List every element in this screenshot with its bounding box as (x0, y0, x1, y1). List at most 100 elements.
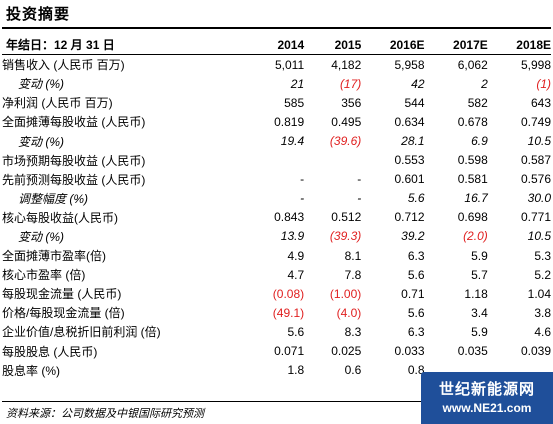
value-cell: 5.7 (471, 267, 488, 282)
table-row-change: 变动 (%) 13.9 (39.3) 39.2 (2.0) 10.5 (2, 227, 551, 246)
table-row: 全面摊薄每股收益 (人民币) 0.819 0.495 0.634 0.678 0.749 (2, 112, 551, 131)
value-cell: 0.71 (401, 286, 425, 301)
value-cell: 544 (404, 95, 425, 110)
row-label: 每股股息 (人民币) (2, 344, 98, 359)
table-body: 销售收入 (人民币 百万) 5,011 4,182 5,958 6,062 5,998 变动… (2, 55, 551, 380)
value-cell: 39.2 (401, 229, 425, 244)
row-label: 企业价值/息税折旧前利润 (倍) (2, 325, 161, 340)
watermark-logo: 世纪新能源网 www.NE21.com (421, 372, 553, 424)
year-header: 2014 (277, 37, 305, 52)
value-cell: 42 (411, 76, 425, 91)
value-cell: 4.6 (534, 324, 551, 339)
table-row: 每股股息 (人民币) 0.071 0.025 0.033 0.035 0.039 (2, 342, 551, 361)
value-cell: 8.1 (344, 248, 362, 263)
table-row: 企业价值/息税折旧前利润 (倍) 5.6 8.3 6.3 5.9 4.6 (2, 322, 551, 341)
table-row: 核心市盈率 (倍) 4.7 7.8 5.6 5.7 5.2 (2, 265, 551, 284)
table-row: 先前预测每股收益 (人民币) - - 0.601 0.581 0.576 (2, 170, 551, 189)
value-cell: 5.3 (534, 248, 551, 263)
value-cell: 0.634 (394, 114, 425, 129)
table-row-change: 变动 (%) 19.4 (39.6) 28.1 6.9 10.5 (2, 131, 551, 150)
watermark-title: 世纪新能源网 (438, 380, 535, 398)
row-label: 销售收入 (人民币 百万) (2, 58, 125, 73)
source-note: 资料来源：公司数据及中银国际研究预测 (6, 407, 204, 420)
value-cell: 5,998 (520, 57, 551, 72)
row-label: 市场预期每股收益 (人民币) (2, 153, 146, 168)
value-cell: - (300, 172, 305, 187)
value-cell: 19.4 (280, 134, 305, 149)
value-cell: 0.678 (457, 114, 488, 129)
watermark-url: www.NE21.com (442, 401, 532, 415)
value-cell: 582 (467, 95, 488, 110)
row-label: 净利润 (人民币 百万) (2, 96, 113, 111)
value-cell: 0.601 (394, 172, 425, 187)
value-cell: (17) (339, 76, 362, 91)
value-cell: 21 (290, 76, 305, 91)
row-label: 价格/每股现金流量 (倍) (2, 306, 125, 321)
row-label: 核心每股收益(人民币) (2, 210, 118, 225)
year-header: 2015 (334, 37, 362, 52)
value-cell: 4,182 (331, 57, 362, 72)
table-row: 市场预期每股收益 (人民币) 0.553 0.598 0.587 (2, 151, 551, 170)
top-rule (2, 27, 551, 29)
value-cell: 5.6 (407, 267, 425, 282)
value-cell: (1.00) (329, 286, 362, 301)
value-cell: 28.1 (401, 134, 425, 149)
table-row: 全面摊薄市盈率(倍) 4.9 8.1 6.3 5.9 5.3 (2, 246, 551, 265)
value-cell (304, 151, 361, 170)
year-header: 2016E (389, 37, 425, 52)
value-cell: 0.587 (520, 153, 551, 168)
value-cell: 0.553 (394, 153, 425, 168)
value-cell: 0.495 (331, 114, 362, 129)
row-label: 调整幅度 (%) (18, 191, 88, 206)
row-label: 股息率 (%) (2, 363, 60, 378)
value-cell: 30.0 (527, 191, 551, 206)
value-cell: 6.9 (471, 134, 488, 149)
value-cell: 5,011 (275, 57, 305, 72)
value-cell: 0.025 (331, 344, 362, 359)
value-cell: 5.2 (534, 267, 551, 282)
value-cell: (2.0) (463, 229, 488, 244)
value-cell: 643 (530, 95, 551, 110)
bottom-rule (2, 401, 551, 402)
value-cell: - (357, 191, 362, 206)
header-label: 年结日：12 月 31 日 (6, 38, 115, 53)
row-label: 变动 (%) (18, 77, 64, 92)
value-cell: 16.7 (464, 191, 488, 206)
value-cell: 4.9 (287, 248, 305, 263)
value-cell: 0.698 (457, 210, 488, 225)
value-cell: 5.6 (287, 324, 305, 339)
row-label: 变动 (%) (18, 229, 64, 244)
value-cell: 5.9 (471, 324, 488, 339)
value-cell: (0.08) (272, 286, 305, 301)
value-cell: 0.843 (274, 210, 305, 225)
value-cell: 6,062 (457, 57, 488, 72)
value-cell: 4.7 (287, 267, 305, 282)
value-cell: 0.712 (394, 210, 425, 225)
row-label: 全面摊薄每股收益 (人民币) (2, 115, 146, 130)
value-cell: 1.18 (464, 286, 488, 301)
value-cell: 10.5 (527, 229, 551, 244)
table-row: 销售收入 (人民币 百万) 5,011 4,182 5,958 6,062 5,998 (2, 55, 551, 75)
value-cell: 0.749 (520, 114, 551, 129)
value-cell: 2 (481, 76, 488, 91)
page-title: 投资摘要 (6, 5, 71, 23)
value-cell: 6.3 (407, 324, 425, 339)
value-cell: 3.4 (471, 305, 488, 320)
value-cell: 356 (341, 95, 362, 110)
value-cell: 0.8 (407, 363, 425, 378)
value-cell: 5,958 (394, 57, 425, 72)
value-cell: 0.598 (457, 153, 488, 168)
value-cell: 3.8 (534, 305, 551, 320)
table-header-row: 年结日：12 月 31 日 2014 2015 2016E 2017E 2018… (2, 35, 551, 55)
value-cell: 0.819 (274, 114, 305, 129)
value-cell: 0.6 (344, 363, 362, 378)
value-cell: 0.035 (457, 344, 488, 359)
value-cell: 0.512 (331, 210, 362, 225)
value-cell: 585 (284, 95, 305, 110)
value-cell: 10.5 (527, 134, 551, 149)
value-cell: 8.3 (344, 324, 362, 339)
value-cell: 0.071 (274, 344, 305, 359)
row-label: 全面摊薄市盈率(倍) (2, 249, 106, 264)
table-row-change: 变动 (%) 21 (17) 42 2 (1) (2, 74, 551, 93)
year-header: 2017E (453, 37, 488, 52)
